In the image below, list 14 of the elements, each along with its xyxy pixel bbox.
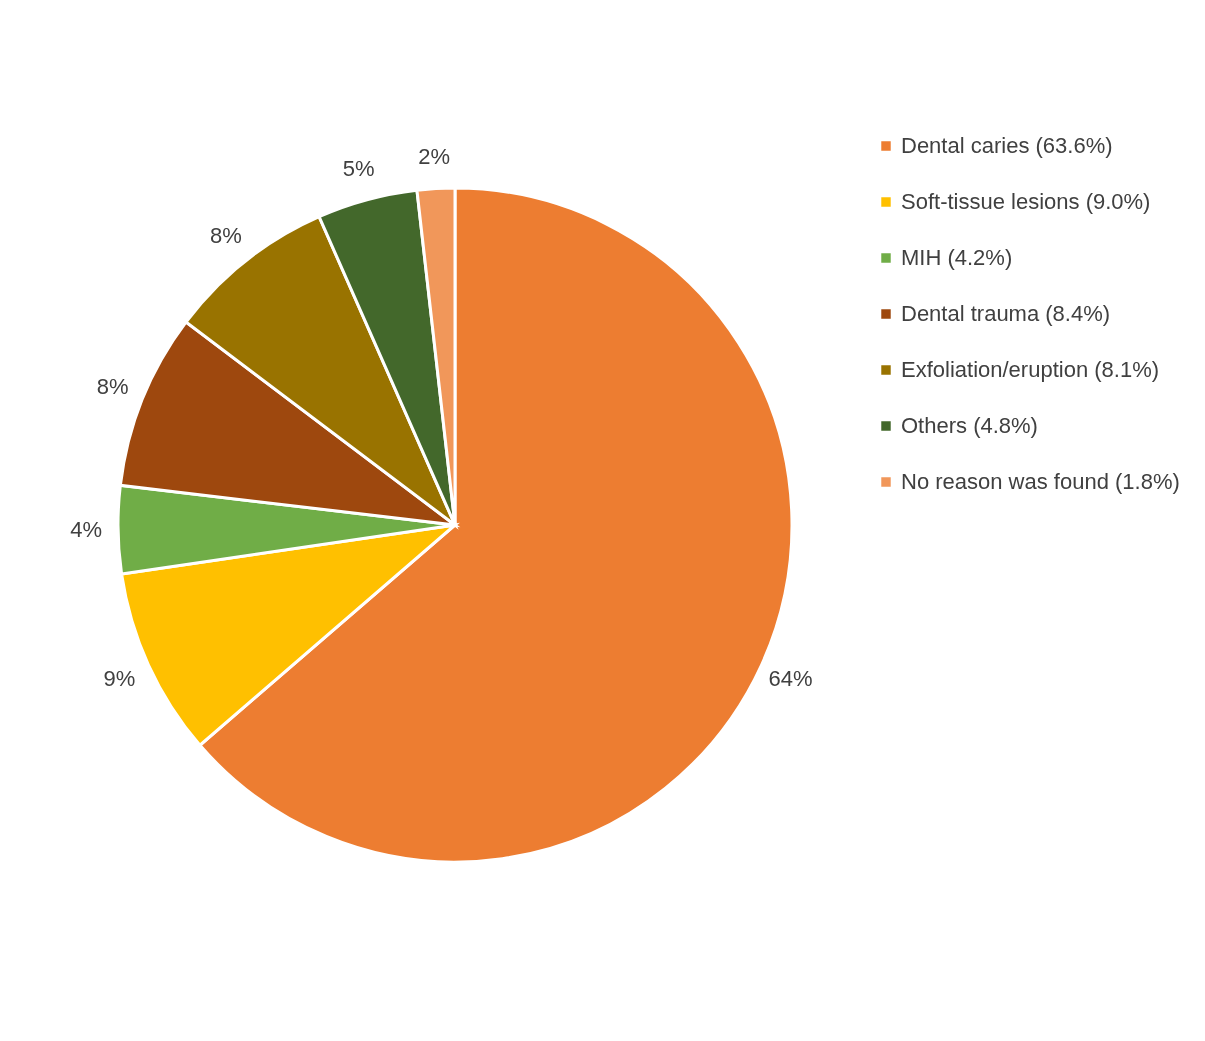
data-label: 4% (70, 517, 102, 543)
data-label: 8% (210, 222, 242, 248)
legend-label: Others (4.8%) (901, 413, 1038, 438)
legend-label: Dental trauma (8.4%) (901, 301, 1111, 326)
data-label: 9% (103, 665, 136, 691)
data-label: 8% (96, 374, 129, 400)
legend-label: No reason was found (1.8%) (901, 469, 1180, 494)
legend-label: Dental caries (63.6%) (901, 133, 1113, 158)
legend-label: Exfoliation/eruption (8.1%) (901, 357, 1160, 382)
data-label: 64% (768, 665, 813, 691)
legend-label: MIH (4.2%) (901, 245, 1013, 270)
data-label: 2% (418, 143, 451, 169)
data-label: 5% (342, 155, 375, 181)
legend-label: Soft-tissue lesions (9.0%) (901, 189, 1151, 214)
